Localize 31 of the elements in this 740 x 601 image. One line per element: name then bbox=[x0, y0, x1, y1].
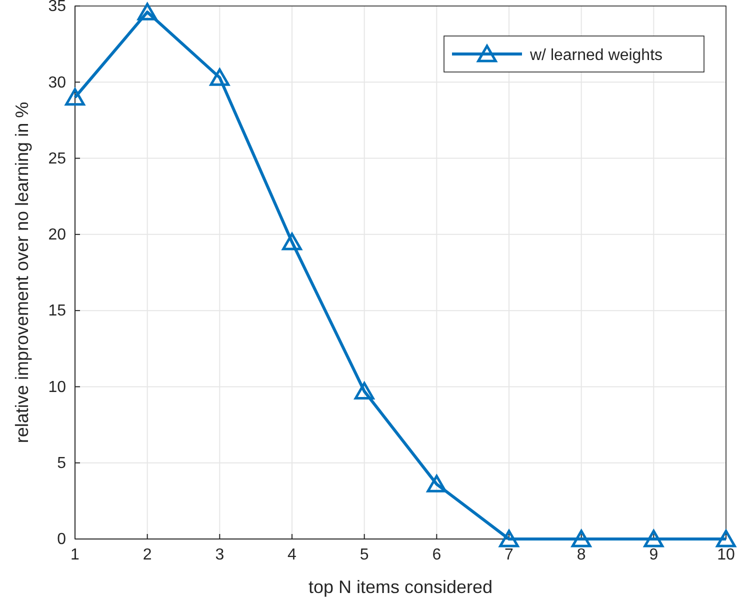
point bbox=[354, 382, 374, 400]
y-tick-label: 15 bbox=[48, 302, 66, 320]
point bbox=[426, 474, 447, 492]
y-tick-label: 30 bbox=[48, 74, 66, 92]
x-tick-label: 1 bbox=[70, 546, 80, 564]
x-tick-label: 9 bbox=[649, 546, 658, 564]
x-axis-title: top N items considered bbox=[308, 577, 493, 597]
x-tick-label: 2 bbox=[142, 546, 152, 564]
y-tick-label: 20 bbox=[48, 226, 66, 244]
y-tick-label: 0 bbox=[57, 531, 66, 548]
y-tick-label: 10 bbox=[48, 378, 66, 396]
point bbox=[644, 530, 664, 548]
x-tick-label: 3 bbox=[215, 546, 224, 564]
point bbox=[210, 68, 230, 86]
y-axis-title: relative improvement over no learning in % bbox=[12, 102, 32, 444]
point bbox=[137, 2, 158, 20]
y-tick-label: 25 bbox=[48, 150, 66, 168]
y-tick-label: 5 bbox=[57, 454, 66, 472]
point bbox=[65, 88, 85, 106]
point bbox=[571, 530, 592, 548]
x-tick-label: 5 bbox=[360, 546, 369, 564]
x-tick-label: 8 bbox=[576, 546, 586, 564]
x-tick-label: 7 bbox=[504, 546, 514, 564]
x-tick-label: 6 bbox=[432, 546, 442, 564]
point bbox=[282, 232, 302, 250]
x-tick-label: 10 bbox=[717, 546, 735, 564]
y-tick-label: 35 bbox=[48, 0, 66, 16]
legend-label: w/ learned weights bbox=[529, 47, 663, 64]
x-tick-label: 4 bbox=[288, 546, 297, 564]
point bbox=[499, 530, 519, 548]
point bbox=[716, 530, 736, 548]
